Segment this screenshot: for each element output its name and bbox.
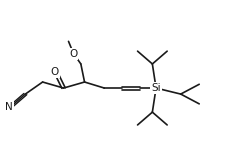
Text: Si: Si <box>151 83 161 93</box>
Text: O: O <box>69 49 78 59</box>
Text: O: O <box>51 67 59 77</box>
Text: N: N <box>5 102 13 112</box>
